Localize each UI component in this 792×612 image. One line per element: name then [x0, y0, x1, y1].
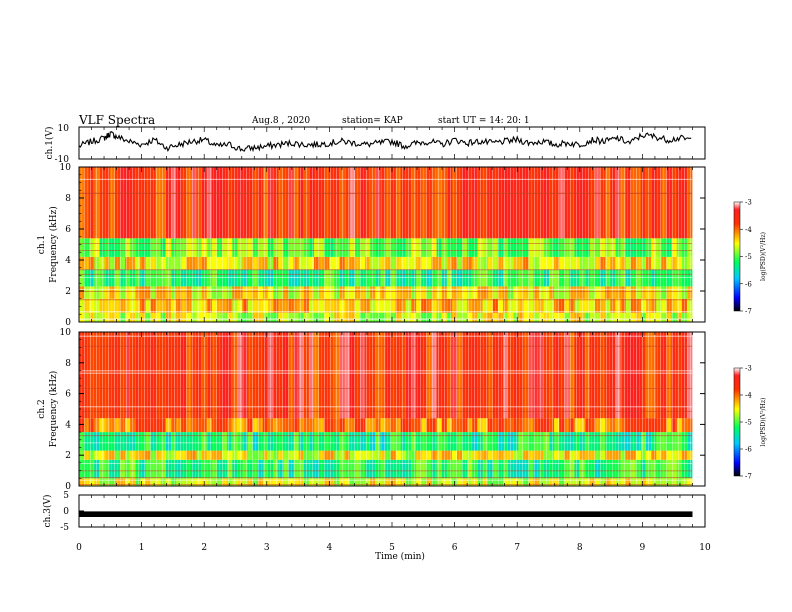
- colorbar-tick-label: -5: [745, 253, 752, 261]
- y-tick-label: 0: [65, 318, 71, 328]
- ch3-wave-ylabel: ch.3(V): [42, 495, 53, 528]
- colorbar-label: log(PSD)(V²/Hz): [760, 232, 767, 281]
- x-tick-label: 0: [76, 543, 82, 553]
- y-tick-label: -5: [60, 523, 69, 533]
- ch1-wave-ylabel: ch.1(V): [44, 127, 55, 160]
- y-tick-label: 10: [58, 124, 70, 134]
- colorbar-tick-label: -7: [745, 473, 752, 481]
- colorbar-label: log(PSD)(V²/Hz): [760, 398, 767, 447]
- date-label: Aug.8 , 2020: [251, 116, 310, 126]
- y-tick-label: 0: [65, 482, 71, 492]
- colorbar-tick-label: -3: [745, 365, 752, 373]
- ch1-spectrogram-panel: 0 2 4 6 8 10 ch.1 Frequency (kHz): [37, 163, 706, 328]
- spectrogram-texture: [79, 332, 692, 486]
- y-tick-label: 2: [65, 451, 71, 461]
- x-tick-label: 7: [514, 543, 520, 553]
- y-tick-label: 8: [65, 194, 71, 204]
- colorbar: [733, 367, 741, 477]
- x-tick-label: 8: [577, 543, 583, 553]
- colorbar-tick-label: -6: [745, 280, 752, 288]
- x-tick-label: 1: [139, 543, 145, 553]
- colorbar-tick-label: -7: [745, 308, 752, 316]
- x-tick-label: 5: [389, 543, 395, 553]
- x-tick-label: 3: [264, 543, 270, 553]
- ch2-spectrogram-panel: 0 2 4 6 8 10 ch.2 Frequency (kHz): [37, 328, 706, 492]
- y-tick-label: 6: [65, 390, 71, 400]
- spectrogram-ylabel-frequency: Frequency (kHz): [48, 371, 59, 448]
- ch3-waveform-line: [79, 511, 693, 517]
- x-tick-label: 10: [699, 543, 711, 553]
- y-tick-label: 2: [65, 287, 71, 297]
- colorbar-tick-label: -4: [745, 392, 752, 400]
- x-tick-label: 9: [640, 543, 646, 553]
- spectrogram-ylabel-channel: ch.2: [37, 399, 47, 418]
- y-tick-label: -10: [55, 155, 70, 165]
- colorbar-tick-label: -3: [745, 199, 752, 207]
- y-tick-label: 6: [65, 225, 71, 235]
- x-tick-label: 4: [327, 543, 333, 553]
- colorbar: [733, 201, 741, 312]
- y-tick-label: 8: [65, 359, 71, 369]
- y-tick-label: 0: [63, 507, 69, 517]
- station-label: station= KAP: [342, 116, 403, 126]
- spectrogram-texture: [79, 167, 692, 322]
- ch3-waveform-panel: 5 0 -5 ch.3(V): [42, 491, 706, 533]
- figure-title: VLF Spectra: [78, 113, 155, 127]
- start-time-label: start UT = 14: 20: 1: [438, 116, 530, 126]
- y-tick-label: 5: [63, 491, 69, 501]
- y-tick-label: 10: [60, 328, 72, 338]
- y-tick-label: 4: [65, 420, 71, 430]
- y-tick-label: 4: [65, 256, 71, 266]
- colorbars: -3 -4 -5 -6 -7 log(PSD)(V²/Hz) -3 -4 -5 -6 -7 log(P…: [733, 199, 767, 481]
- colorbar-tick-label: -6: [745, 446, 752, 454]
- x-tick-label: 6: [452, 543, 458, 553]
- colorbar-tick-label: -5: [745, 419, 752, 427]
- spectrogram-ylabel-frequency: Frequency (kHz): [48, 206, 59, 283]
- colorbar-tick-label: -4: [745, 226, 752, 234]
- x-axis-label: Time (min): [375, 551, 425, 562]
- y-tick-label: 10: [60, 163, 72, 173]
- x-tick-label: 2: [201, 543, 207, 553]
- ch1-waveform-line: [78, 130, 692, 153]
- time-axis: 0 1 2 3 4 5 6 7 8 9 10 Time (min): [76, 543, 711, 562]
- spectrogram-ylabel-channel: ch.1: [37, 235, 47, 254]
